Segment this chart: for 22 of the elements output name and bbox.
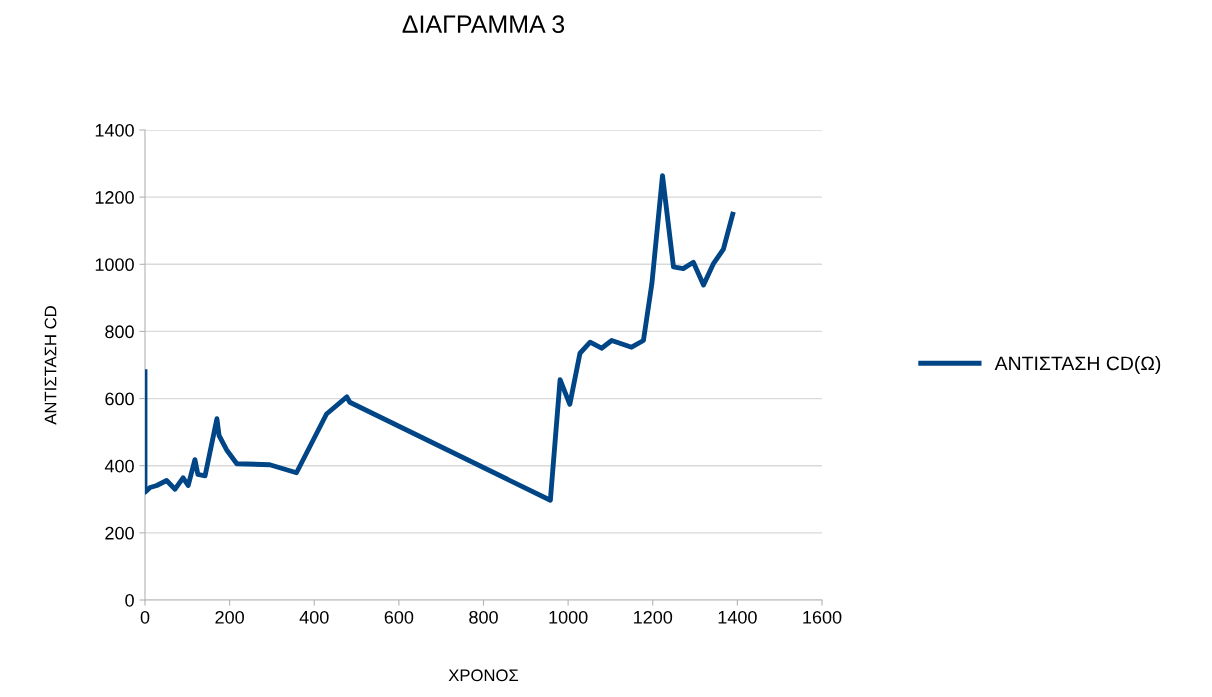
x-tick-label: 400 <box>299 610 329 624</box>
x-tick-label: 1400 <box>718 610 757 624</box>
x-tick-label: 1200 <box>634 610 673 624</box>
y-tick-label: 0 <box>125 593 134 607</box>
x-tick-label: 1000 <box>549 610 588 624</box>
line-series <box>145 173 736 503</box>
y-tick-label: 200 <box>105 526 134 540</box>
x-tick-label: 200 <box>215 610 244 624</box>
x-tick-label: 1600 <box>803 610 842 624</box>
y-tick-label: 400 <box>104 459 134 473</box>
y-tick-label: 1200 <box>95 191 134 204</box>
y-tick-label: 1400 <box>95 123 134 137</box>
chart-title: ΔΙΑΓΡΑΜΜΑ 3 <box>402 15 565 34</box>
x-tick-label: 800 <box>469 610 498 624</box>
x-axis-title: ΧΡΟΝΟΣ <box>448 669 519 682</box>
y-tick-label: 1000 <box>95 258 134 272</box>
x-tick-label: 600 <box>384 610 414 624</box>
x-tick-label: 0 <box>140 610 150 624</box>
y-tick-label: 600 <box>105 392 134 406</box>
y-axis-title: ΑΝΤΙΣΤΑΣΗ CD <box>44 306 57 425</box>
legend-label: ΑΝΤΙΣΤΑΣΗ CD(Ω) <box>994 355 1161 375</box>
y-tick-label: 800 <box>105 325 134 339</box>
